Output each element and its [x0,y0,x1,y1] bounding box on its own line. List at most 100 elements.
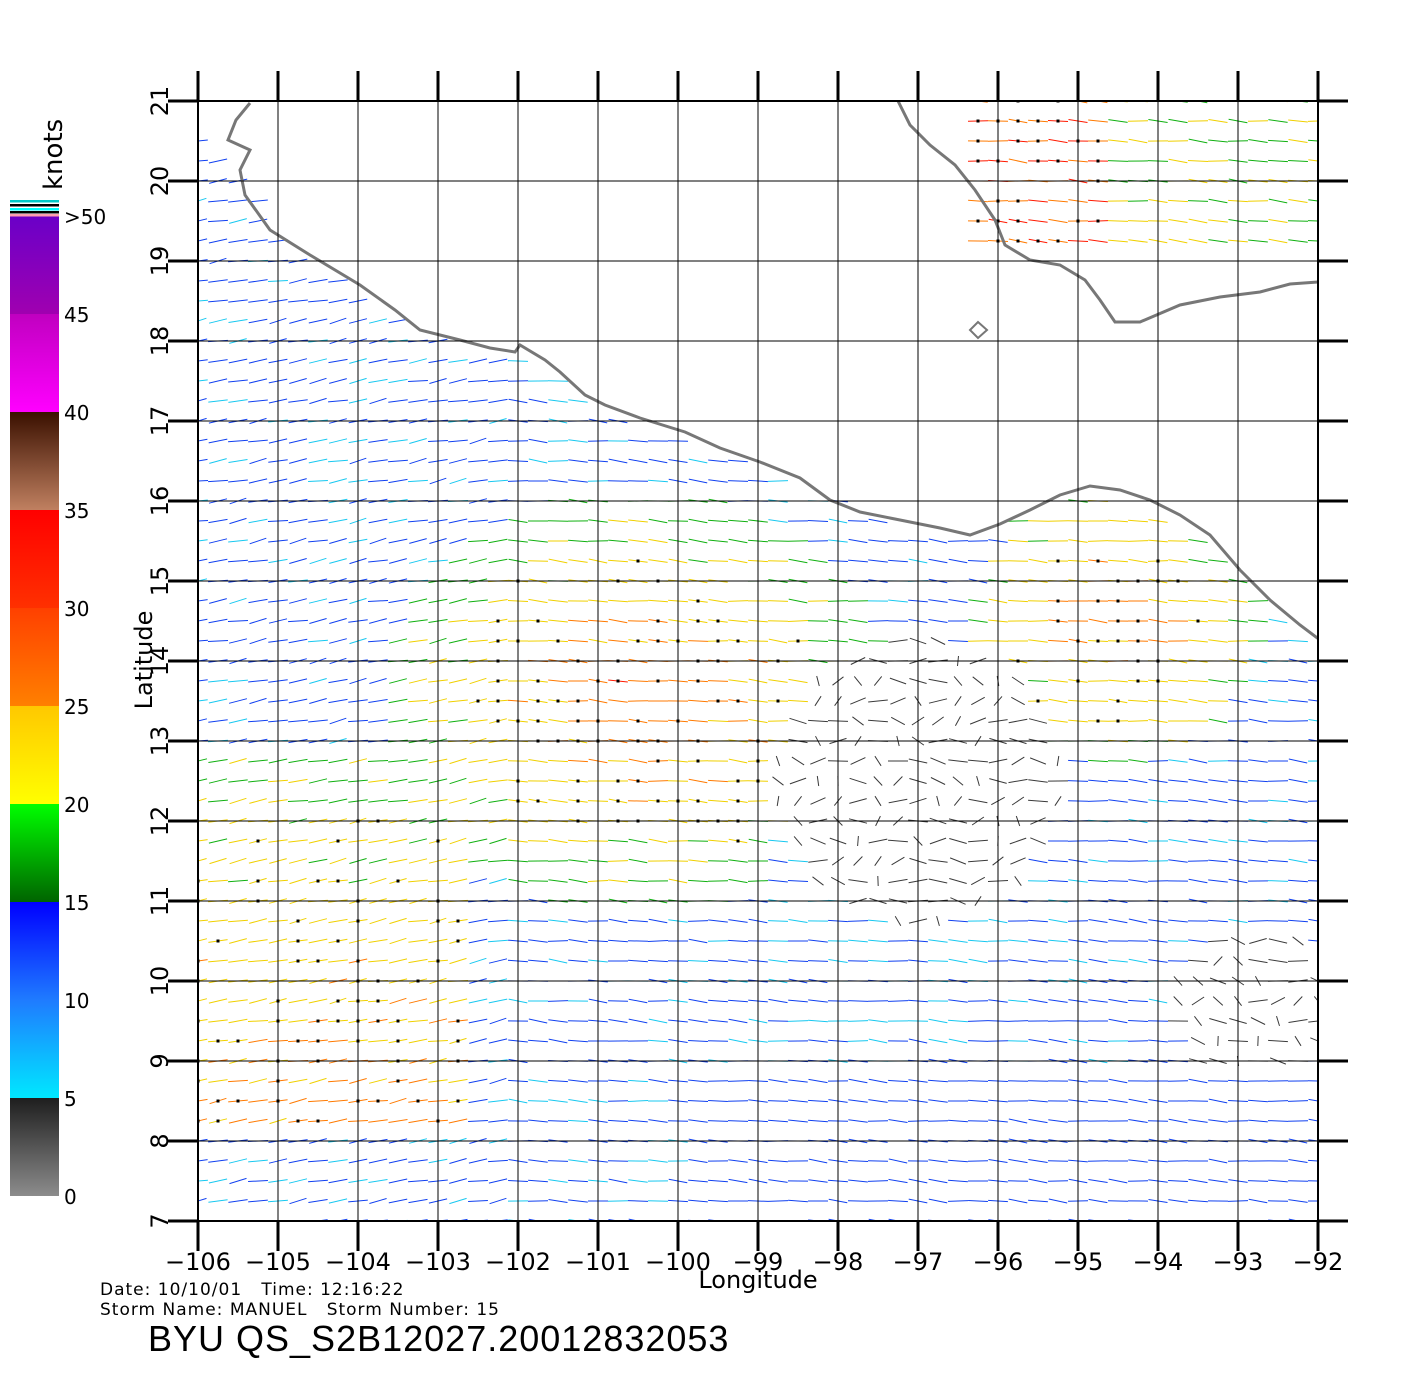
wind-vector [308,539,328,543]
rain-flag-marker [476,699,480,703]
wind-vector [198,1138,208,1142]
wind-vector [1048,1119,1068,1123]
wind-vector [1288,1019,1308,1023]
wind-vector [1307,240,1318,242]
wind-vector [1208,198,1228,204]
y-tick-label: 21 [146,86,174,117]
wind-vector [548,779,568,783]
wind-vector [328,959,348,963]
wind-vector [775,755,781,767]
wind-vector [329,558,347,564]
wind-vector [648,559,668,563]
wind-vector [1168,1199,1188,1203]
wind-vector [791,756,805,766]
x-axis-label: Longitude [698,1266,817,1294]
wind-vector [228,239,248,243]
wind-vector [608,918,628,924]
wind-vector [850,757,866,765]
wind-vector [1088,999,1108,1003]
wind-vector [608,939,628,943]
wind-vector [788,919,808,923]
wind-vector [308,299,328,303]
wind-vector [1188,218,1208,224]
wind-vector [308,719,328,723]
wind-vector [408,939,428,943]
wind-vector [228,679,248,683]
wind-vector [708,1199,728,1203]
storm-line: Storm Name: MANUEL Storm Number: 15 [100,1300,500,1320]
wind-vector [788,678,808,684]
wind-vector [248,1180,268,1182]
time-label: Time: [261,1280,314,1300]
wind-vector [888,599,908,603]
wind-vector [448,699,468,703]
wind-vector [688,699,708,703]
wind-vector [787,540,809,542]
colorbar: 0 5 10 15 20 25 30 35 40 45 >50 [10,200,106,1209]
wind-vector [1188,599,1208,603]
wind-vector [628,539,648,543]
wind-vector [368,358,388,364]
wind-vector [198,438,208,442]
wind-vector [308,438,328,444]
storm-number-label: Storm Number: [326,1300,470,1320]
wind-vector [808,719,828,723]
wind-vector [628,1119,648,1123]
wind-vector [1028,1159,1048,1163]
rain-flag-marker [1136,639,1140,643]
wind-vector [608,699,628,703]
wind-vector [389,678,407,684]
wind-vector [808,859,828,863]
wind-vector [1288,160,1308,162]
wind-vector [1128,999,1148,1003]
wind-vector [789,777,807,785]
wind-vector [727,720,749,722]
wind-vector [468,1158,488,1164]
wind-vector [568,639,588,643]
wind-vector [1048,719,1068,723]
wind-vector [248,518,268,524]
wind-vector [289,598,307,604]
wind-vector [1209,1018,1227,1024]
wind-vector [208,538,228,544]
wind-vector [308,278,328,284]
wind-vector [928,859,948,863]
wind-vector [788,1079,808,1083]
wind-vector [367,760,389,762]
wind-vector [767,600,789,602]
wind-vector [198,839,208,842]
wind-vector [788,1199,808,1203]
wind-vector [198,417,207,422]
wind-vector [309,678,327,684]
wind-vector [628,519,648,523]
wind-vector [1247,200,1269,202]
wind-vector [1008,778,1028,784]
wind-vector [528,759,548,763]
wind-vector [1048,679,1068,683]
wind-vector [928,1159,948,1163]
wind-vector [229,218,247,224]
wind-vector [708,839,728,843]
wind-vector [893,776,903,786]
wind-vector [488,358,508,364]
wind-vector [288,1078,308,1084]
wind-vector [568,959,588,963]
wind-vector [408,958,428,964]
rain-flag-marker [216,1099,220,1103]
wind-vector [1128,138,1148,144]
wind-vector [949,838,967,844]
wind-vector [728,538,748,544]
wind-vector [608,458,628,464]
wind-vector [768,879,788,883]
wind-vector [469,437,487,445]
wind-vector [198,317,207,322]
wind-vector [1108,1099,1128,1103]
rain-flag-marker [456,1039,460,1043]
wind-vector [793,836,803,846]
wind-vector [628,879,648,883]
rain-flag-marker [1056,559,1060,563]
wind-vector [468,778,488,784]
wind-vector [1188,558,1208,564]
rain-flag-marker [776,699,780,703]
wind-vector [1247,1180,1269,1182]
